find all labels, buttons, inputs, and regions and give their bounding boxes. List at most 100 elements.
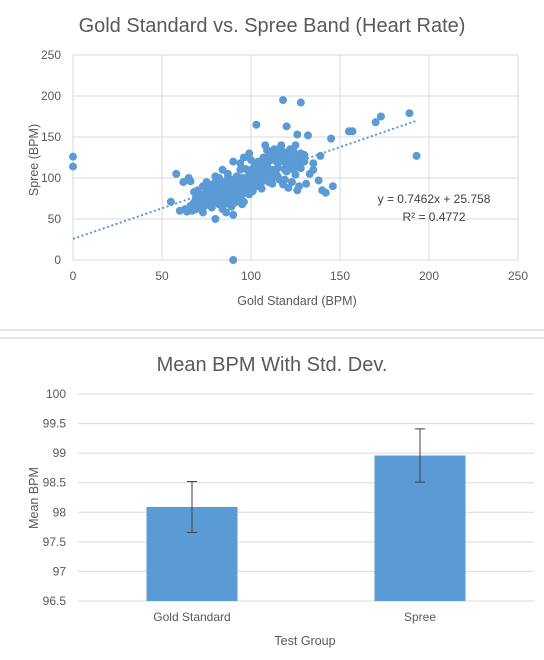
scatter-point [316, 151, 325, 160]
scatter-point [300, 157, 309, 166]
bar-error-bars [187, 428, 425, 533]
scatter-point [172, 169, 181, 178]
scatter-point [295, 182, 304, 191]
scatter-x-tick: 50 [155, 269, 169, 283]
scatter-point [250, 180, 259, 189]
scatter-y-tick: 100 [41, 171, 61, 185]
bar-tick-labels: 96.5 97 97.5 98 98.5 99 99.5 100 Gold Standard Sp… [43, 387, 437, 624]
bar-y-tick: 99.5 [43, 417, 67, 431]
scatter-point [248, 187, 257, 196]
scatter-title: Gold Standard vs. Spree Band (Heart Rate… [79, 15, 466, 37]
scatter-point [247, 155, 255, 164]
scatter-point [376, 112, 385, 121]
bar-y-tick: 98 [53, 505, 67, 519]
bar-y-axis-title: Mean BPM [27, 467, 41, 529]
bar-y-tick: 97.5 [43, 535, 67, 549]
scatter-point [166, 197, 175, 206]
bar-title: Mean BPM With Std. Dev. [157, 354, 388, 376]
scatter-point [293, 130, 302, 139]
scatter-point [291, 170, 300, 179]
scatter-y-tick: 200 [41, 89, 61, 103]
scatter-point [225, 188, 234, 197]
bar-category-label: Spree [404, 610, 436, 624]
scatter-point [289, 147, 298, 156]
scatter-point [279, 96, 288, 105]
scatter-point [223, 174, 232, 182]
scatter-point [252, 164, 261, 173]
scatter-point [229, 256, 238, 264]
scatter-point [222, 208, 231, 217]
scatter-point [69, 162, 77, 171]
scatter-points [69, 96, 421, 264]
scatter-point [200, 201, 209, 210]
scatter-point [186, 201, 195, 210]
scatter-point [229, 157, 238, 166]
scatter-point [252, 120, 261, 129]
scatter-x-tick: 200 [419, 269, 439, 283]
scatter-point [198, 208, 207, 217]
scatter-point [229, 210, 238, 219]
scatter-point [300, 151, 309, 160]
scatter-point [291, 141, 300, 150]
scatter-point [296, 98, 305, 107]
scatter-point [236, 159, 245, 168]
scatter-point [243, 180, 252, 189]
bar-y-tick: 100 [46, 387, 66, 401]
scatter-point [327, 134, 336, 143]
scatter-point [204, 182, 213, 191]
scatter-point [207, 203, 216, 212]
scatter-point [280, 175, 289, 184]
bar-panel: Mean BPM With Std. Dev. 96.5 97 97.5 98 98.5… [27, 354, 534, 648]
scatter-point [257, 184, 266, 193]
trendline-r2: R² = 0.4772 [402, 210, 465, 224]
scatter-x-tick: 150 [330, 269, 350, 283]
bar-y-tick: 99 [53, 446, 67, 460]
scatter-point [206, 196, 215, 205]
scatter-point [259, 159, 268, 168]
scatter-point [287, 178, 296, 187]
trendline [72, 119, 417, 240]
scatter-point [303, 131, 312, 140]
scatter-x-axis-title: Gold Standard (BPM) [237, 294, 357, 308]
scatter-point [296, 164, 305, 173]
scatter-point [225, 200, 234, 209]
scatter-x-tick: 250 [508, 269, 528, 283]
scatter-y-tick: 0 [54, 253, 61, 267]
scatter-point [263, 146, 272, 155]
scatter-point [232, 193, 241, 202]
scatter-point [268, 179, 277, 188]
scatter-point [69, 152, 77, 161]
scatter-y-tick: 50 [48, 212, 62, 226]
scatter-y-axis-title: Spree (BPM) [27, 124, 41, 196]
scatter-point [412, 151, 421, 160]
trendline-equation: y = 0.7462x + 25.758 [378, 192, 491, 206]
scatter-point [321, 188, 330, 197]
scatter-point [348, 127, 357, 136]
scatter-y-tick: 150 [41, 130, 61, 144]
scatter-point [238, 186, 247, 195]
scatter-point [245, 149, 254, 158]
scatter-point [309, 165, 318, 174]
scatter-point [275, 144, 284, 153]
scatter-y-tick: 250 [41, 48, 61, 62]
scatter-point [314, 176, 323, 185]
scatter-point [282, 122, 291, 131]
scatter-point [328, 182, 337, 191]
bar-category-label: Gold Standard [153, 610, 230, 624]
scatter-point [309, 159, 318, 168]
scatter-panel: Gold Standard vs. Spree Band (Heart Rate… [27, 15, 528, 308]
scatter-point [371, 118, 380, 127]
scatter-point [238, 200, 247, 209]
scatter-x-tick: 0 [70, 269, 77, 283]
bar-y-tick: 96.5 [43, 594, 67, 608]
bar-y-tick: 97 [53, 564, 67, 578]
scatter-point [186, 177, 195, 186]
scatter-point [211, 215, 220, 223]
scatter-point [211, 172, 220, 181]
scatter-point [273, 172, 282, 181]
bar-x-axis-title: Test Group [274, 634, 335, 648]
bar-grid [78, 393, 534, 602]
scatter-point [216, 177, 225, 186]
scatter-point [214, 200, 223, 209]
